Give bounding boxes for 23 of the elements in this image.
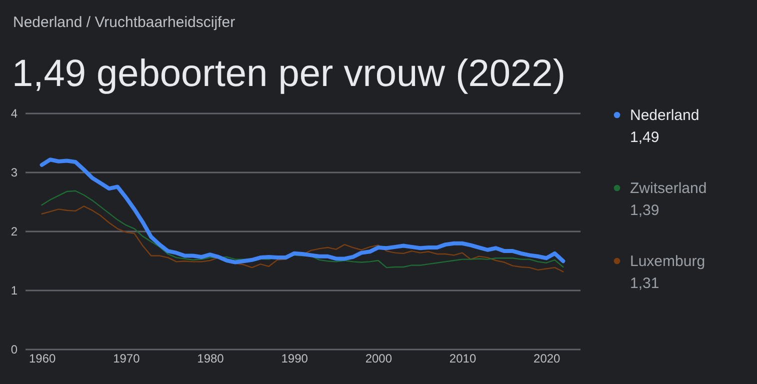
y-tick-label: 2 — [10, 224, 18, 238]
y-tick-label: 4 — [10, 106, 18, 120]
legend-label: Nederland — [630, 107, 700, 124]
text: 1,49 — [630, 129, 660, 146]
y-tick-label: 0 — [10, 342, 18, 356]
line-series — [41, 206, 564, 272]
x-tick-label: 1960 — [28, 352, 56, 366]
text: 1,39 — [630, 202, 660, 219]
x-tick-label: 1970 — [113, 352, 140, 366]
x-tick-label: 1980 — [197, 352, 224, 366]
x-tick-label: 1990 — [281, 352, 308, 366]
x-tick-label: 2020 — [534, 352, 561, 366]
x-tick-label: 2010 — [449, 352, 476, 366]
line-series — [40, 158, 566, 264]
legend-label: Zwitserland — [630, 180, 707, 197]
y-tick-label: 1 — [10, 284, 18, 298]
legend-label: Luxemburg — [630, 253, 706, 270]
chart-title: 1,49 geboorten per vrouw (2022) — [12, 53, 566, 95]
line-series — [41, 190, 564, 268]
x-tick-label: 2000 — [365, 352, 392, 366]
text: Nederland / Vruchtbaarheidscijfer — [13, 14, 236, 31]
y-tick-label: 3 — [10, 166, 18, 180]
text: 1,31 — [630, 275, 660, 292]
